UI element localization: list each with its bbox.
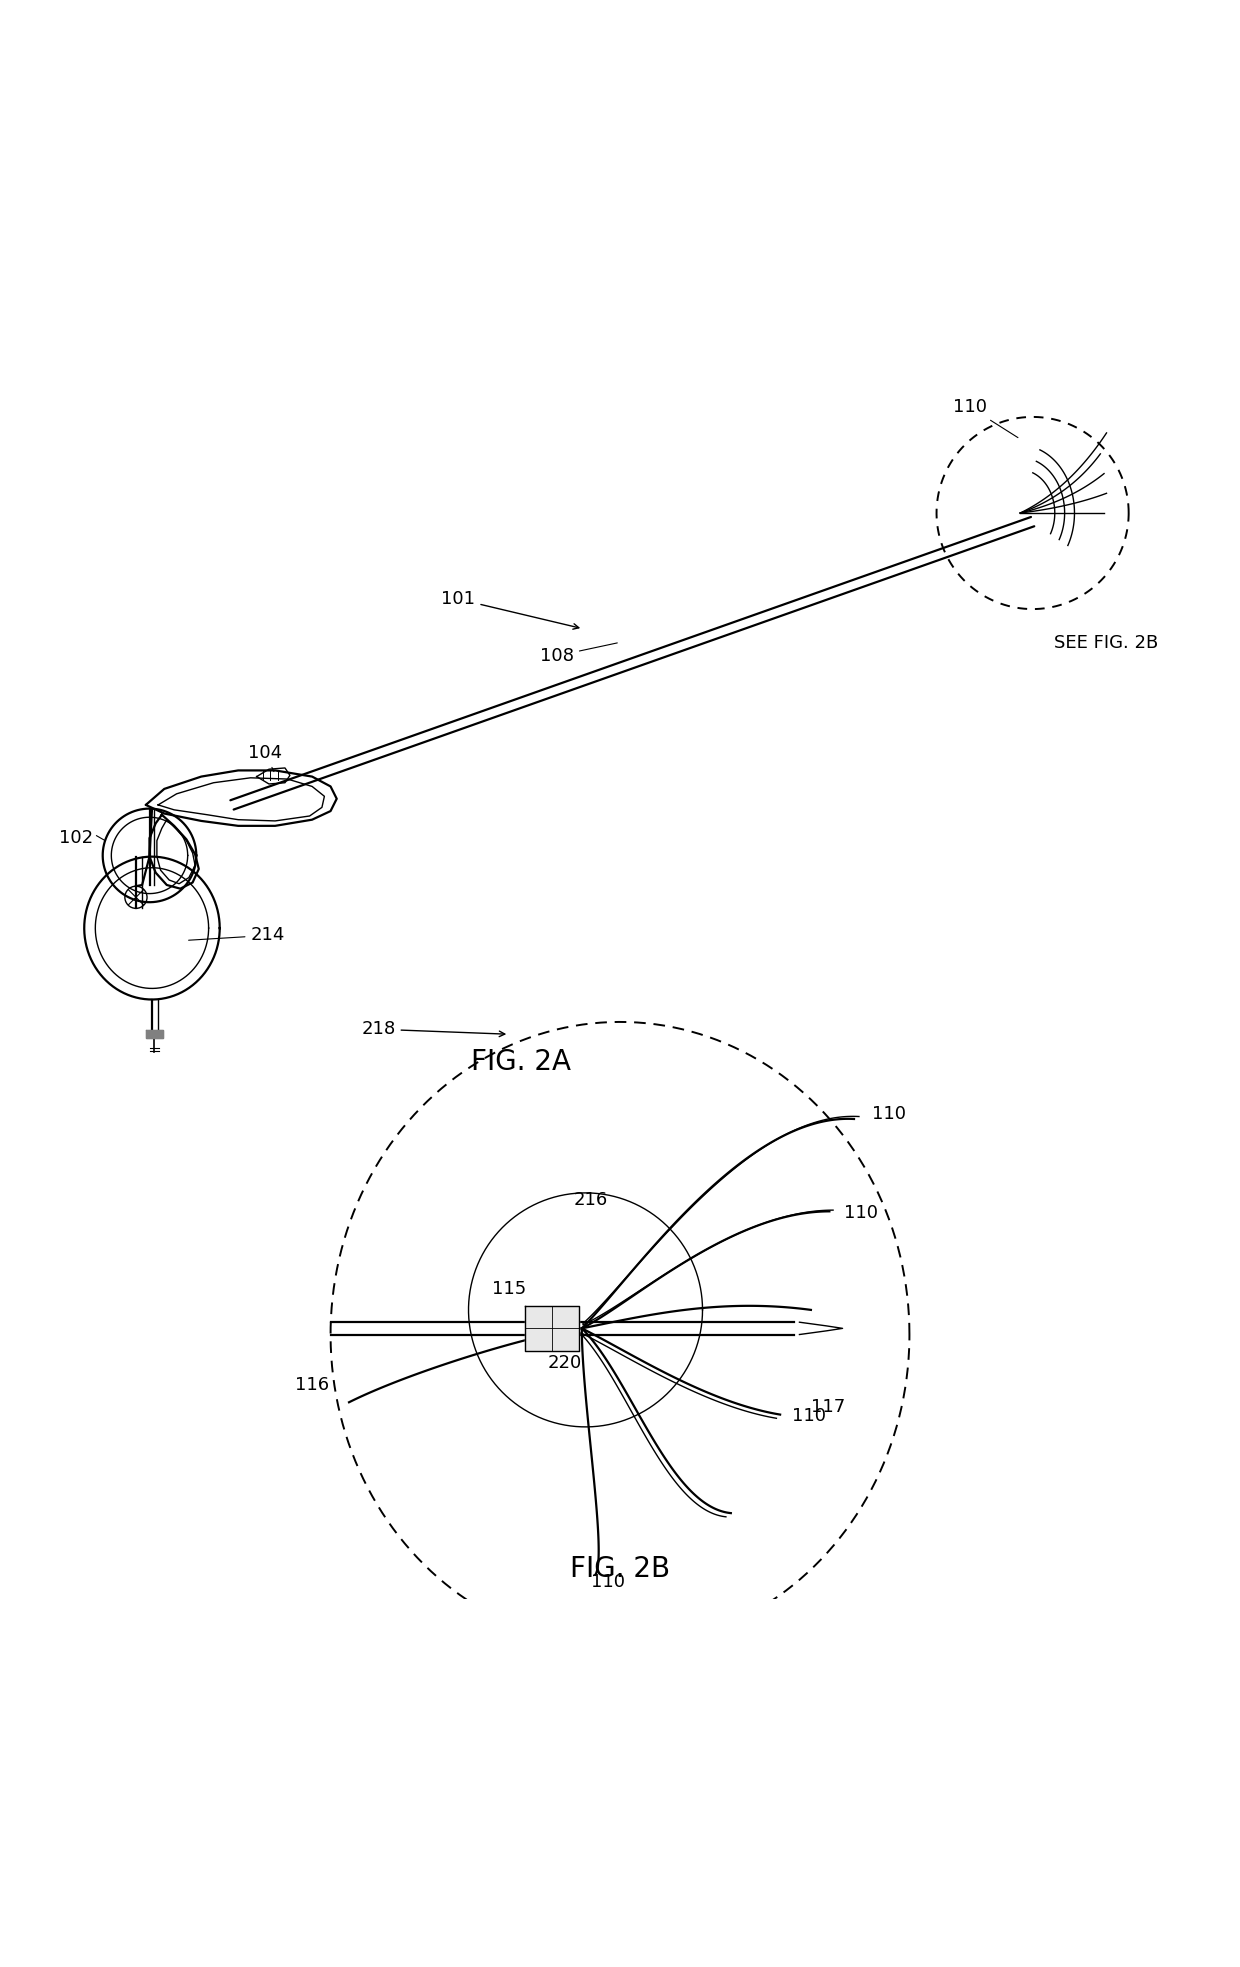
Text: 117: 117	[811, 1399, 846, 1416]
Text: 116: 116	[295, 1377, 329, 1395]
Text: 216: 216	[573, 1192, 608, 1210]
Text: FIG. 2A: FIG. 2A	[471, 1048, 572, 1076]
Text: 102: 102	[58, 830, 93, 848]
Text: 104: 104	[248, 744, 283, 771]
Text: 218: 218	[361, 1021, 505, 1039]
Polygon shape	[526, 1306, 579, 1351]
Text: 214: 214	[188, 926, 285, 944]
Text: 110: 110	[952, 397, 1018, 437]
Polygon shape	[146, 1031, 162, 1039]
Text: 101: 101	[441, 590, 579, 629]
Text: 110: 110	[844, 1204, 878, 1222]
Text: SEE FIG. 2B: SEE FIG. 2B	[1054, 635, 1158, 653]
Text: FIG. 2B: FIG. 2B	[570, 1556, 670, 1583]
Text: 115: 115	[492, 1281, 526, 1298]
Text: 110: 110	[792, 1406, 826, 1424]
Text: 220: 220	[547, 1353, 582, 1371]
Text: 108: 108	[539, 643, 618, 665]
Text: 110: 110	[590, 1574, 625, 1591]
Text: 110: 110	[873, 1105, 906, 1123]
